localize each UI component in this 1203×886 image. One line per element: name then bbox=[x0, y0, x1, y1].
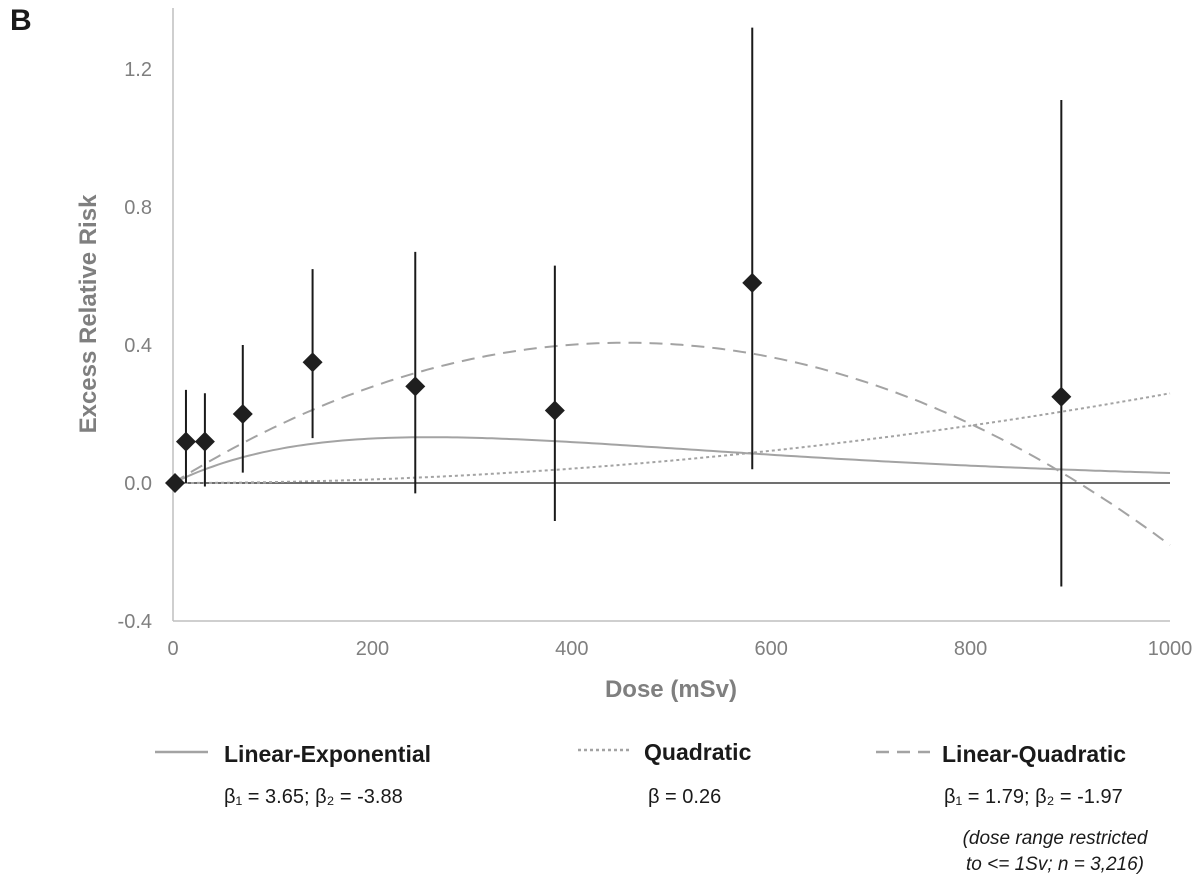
y-tick-label: 0.4 bbox=[124, 335, 152, 357]
curve-linear-quadratic bbox=[172, 341, 1171, 546]
legend-name-linear-exponential: Linear-Exponential bbox=[224, 741, 432, 767]
panel-label: B bbox=[10, 4, 32, 37]
legend-name-linear-quadratic: Linear-Quadratic bbox=[942, 741, 1127, 767]
legend-params-quadratic: β = 0.26 bbox=[648, 786, 722, 808]
x-tick-label: 600 bbox=[755, 638, 788, 660]
data-point-diamond bbox=[194, 431, 215, 452]
x-tick-label: 200 bbox=[356, 638, 389, 660]
data-point-diamond bbox=[544, 400, 565, 421]
legend-line-samples bbox=[155, 748, 930, 754]
axes: -0.4 0.0 0.4 0.8 1.2 0 200 400 600 800 1000 bbox=[118, 8, 1193, 660]
legend-params-linear-exponential: β₁ = 3.65; β₂ = -3.88 bbox=[224, 786, 403, 808]
x-tick-label: 1000 bbox=[1148, 638, 1193, 660]
dose-range-note: (dose range restricted to <= 1Sv; n = 3,… bbox=[920, 826, 1190, 878]
y-tick-label: -0.4 bbox=[118, 611, 152, 633]
data-point-diamond bbox=[1051, 386, 1072, 407]
data-point-diamond bbox=[175, 431, 196, 452]
y-tick-label: 1.2 bbox=[124, 59, 152, 81]
x-tick-label: 800 bbox=[954, 638, 987, 660]
y-axis-title: Excess Relative Risk bbox=[75, 194, 102, 433]
data-point-diamond bbox=[742, 272, 763, 293]
curve-quadratic bbox=[173, 392, 1171, 484]
data-point-diamond bbox=[302, 352, 323, 373]
data-point-diamond bbox=[164, 473, 185, 493]
data-point-diamond bbox=[405, 376, 426, 397]
data-point-diamond bbox=[232, 404, 253, 424]
legend-params-linear-quadratic: β₁ = 1.79; β₂ = -1.97 bbox=[944, 786, 1123, 808]
curve-linear-exponential bbox=[172, 436, 1171, 484]
y-tick-label: 0.8 bbox=[124, 197, 152, 219]
legend-name-quadratic: Quadratic bbox=[644, 739, 752, 765]
model-curves bbox=[172, 341, 1171, 546]
x-tick-label: 400 bbox=[555, 638, 588, 660]
y-tick-label: 0.0 bbox=[124, 473, 152, 495]
data-points bbox=[164, 27, 1072, 587]
note-line-1: (dose range restricted bbox=[962, 828, 1148, 849]
note-line-2: to <= 1Sv; n = 3,216) bbox=[966, 854, 1144, 875]
x-tick-label: 0 bbox=[167, 638, 178, 660]
x-axis-title: Dose (mSv) bbox=[605, 676, 737, 703]
